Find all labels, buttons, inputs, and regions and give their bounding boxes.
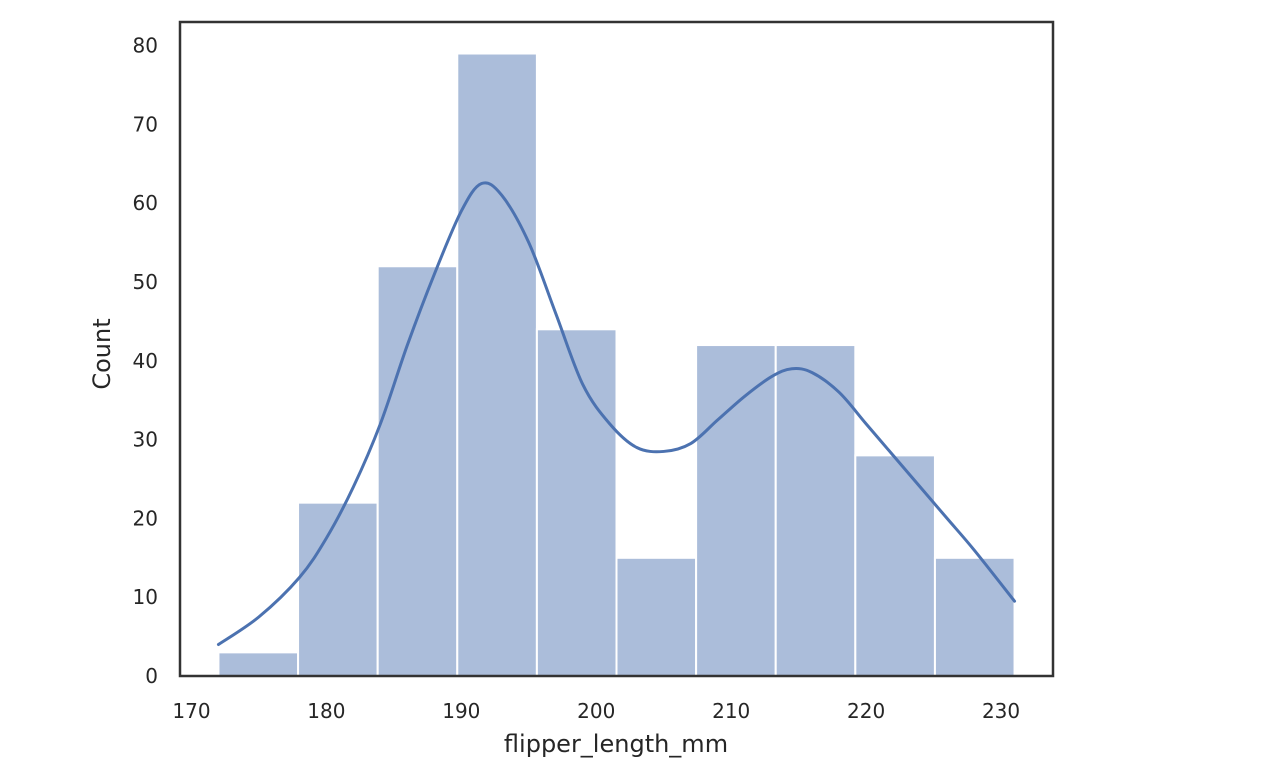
x-tick-label-200: 200 <box>577 699 615 723</box>
x-tick-label-230: 230 <box>982 699 1020 723</box>
kde-curve <box>216 181 1017 646</box>
histogram-bar-5 <box>615 556 698 678</box>
histogram-bar-0 <box>217 651 300 678</box>
x-tick-label-170: 170 <box>172 699 210 723</box>
y-tick-label-70: 70 <box>133 112 158 136</box>
y-axis-label: Count <box>88 318 116 389</box>
x-tick-label-220: 220 <box>847 699 885 723</box>
y-tick-label-20: 20 <box>133 506 158 530</box>
x-tick-label-190: 190 <box>442 699 480 723</box>
histogram-bars <box>217 52 1016 678</box>
y-tick-label-10: 10 <box>133 585 158 609</box>
x-axis-label: flipper_length_mm <box>504 730 728 758</box>
histogram-bar-4 <box>535 328 618 677</box>
y-tick-label-30: 30 <box>133 428 158 452</box>
x-axis-ticks: 170 180 190 200 210 220 230 <box>172 699 1020 723</box>
histogram-bar-2 <box>376 265 459 677</box>
y-axis-ticks: 0 10 20 30 40 50 60 70 80 <box>133 34 158 688</box>
y-tick-label-40: 40 <box>133 349 158 373</box>
histogram-bar-1 <box>297 501 379 677</box>
histogram-bar-6 <box>695 344 777 677</box>
y-tick-label-60: 60 <box>133 191 158 215</box>
x-tick-label-210: 210 <box>712 699 750 723</box>
plot-frame <box>178 20 1055 678</box>
y-tick-label-50: 50 <box>133 270 158 294</box>
y-tick-label-0: 0 <box>145 664 158 688</box>
histogram-bar-3 <box>456 52 538 678</box>
x-tick-label-180: 180 <box>307 699 345 723</box>
histogram-bar-9 <box>933 556 1016 678</box>
histogram-bar-7 <box>774 344 857 677</box>
y-tick-label-80: 80 <box>133 34 158 58</box>
kde-curve-group <box>216 181 1017 646</box>
histogram-bar-8 <box>854 454 936 678</box>
